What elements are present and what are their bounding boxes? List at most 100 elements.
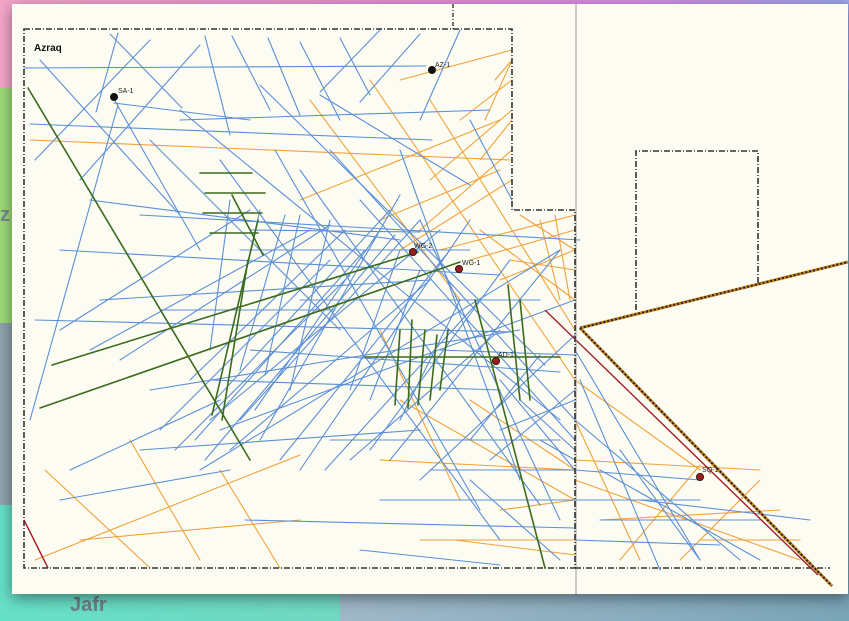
- seismic-line-blue: [499, 399, 576, 431]
- seismic-line-blue: [279, 249, 451, 461]
- seismic-line-orange: [369, 79, 576, 381]
- seismic-line-blue: [619, 449, 701, 561]
- seismic-line-blue: [29, 123, 433, 141]
- well-marker-icon[interactable]: [408, 247, 417, 256]
- seismic-line-blue: [249, 229, 421, 233]
- seismic-line-blue: [214, 209, 391, 401]
- block-label-azraq: Azraq: [34, 43, 62, 54]
- seismic-line-blue: [574, 539, 721, 546]
- seismic-line-blue: [369, 259, 511, 451]
- seismic-line-blue: [254, 229, 381, 411]
- seismic-line-orange: [129, 439, 201, 561]
- seismic-line-blue: [59, 469, 231, 501]
- well-wg-1[interactable]: WG-1: [454, 260, 480, 273]
- well-marker-icon[interactable]: [110, 93, 119, 102]
- seismic-line-orange: [219, 469, 281, 569]
- seismic-line-blue: [209, 379, 501, 391]
- seismic-line-blue: [574, 469, 701, 481]
- seismic-line-orange: [479, 119, 513, 161]
- seismic-line-blue: [599, 469, 761, 561]
- inner-right-block-boundary: [635, 150, 759, 310]
- red-boundary-lines: [23, 309, 819, 576]
- seismic-line-orange: [469, 229, 576, 261]
- seismic-line-blue: [389, 249, 561, 461]
- well-markers[interactable]: AZ-1 SA-1 WG-2 WG-1 AD-1 SQ-1: [110, 62, 718, 481]
- seismic-line-blue: [34, 39, 151, 161]
- seismic-line-orange: [399, 179, 513, 251]
- seismic-line-blue: [259, 194, 401, 441]
- seismic-line-blue: [119, 224, 331, 361]
- seismic-line-orange: [574, 419, 641, 561]
- well-sq-1[interactable]: SQ-1: [696, 467, 718, 481]
- seismic-line-blue: [264, 214, 301, 376]
- well-wg-2[interactable]: WG-2: [408, 243, 432, 256]
- seismic-line-orange: [379, 459, 576, 471]
- seismic-line-blue: [319, 29, 381, 93]
- seismic-line-orange: [469, 399, 576, 471]
- background-block-label-jafr: Jafr: [70, 594, 107, 616]
- seismic-line-blue: [95, 32, 119, 113]
- seismic-line-blue: [229, 279, 431, 451]
- seismic-line-blue: [69, 399, 221, 471]
- dotted-boundary-lines: [578, 260, 848, 588]
- seismic-line-blue: [399, 149, 521, 481]
- seismic-line-orange: [509, 259, 576, 271]
- seismic-line-blue: [574, 349, 701, 561]
- seismic-line-blue: [639, 499, 811, 521]
- seismic-line-blue: [299, 219, 471, 471]
- seismic-line-blue: [139, 214, 581, 241]
- well-marker-icon[interactable]: [696, 472, 705, 481]
- seismic-line-blue: [574, 419, 741, 561]
- seismic-line-blue: [439, 349, 576, 356]
- fault-line-green: [39, 261, 461, 409]
- fault-line-green: [407, 319, 413, 409]
- seismic-line-orange: [309, 99, 461, 301]
- seismic-line-orange: [479, 229, 576, 301]
- seismic-line-blue: [299, 41, 341, 121]
- fault-line-green: [51, 251, 419, 366]
- azraq-block-boundary: [23, 28, 576, 569]
- seismic-line-blue: [289, 219, 331, 391]
- fault-line-green: [507, 284, 521, 401]
- well-ad-1[interactable]: AD-1: [491, 352, 514, 365]
- well-marker-icon[interactable]: [454, 264, 463, 273]
- map-canvas[interactable]: Azraq AZ-1 SA-1 WG-2 WG-1 AD-1 SQ-1: [12, 4, 848, 594]
- well-marker-icon[interactable]: [491, 356, 500, 365]
- seismic-line-blue: [324, 299, 481, 471]
- seismic-line-blue: [469, 119, 513, 201]
- well-label: WG-2: [414, 243, 432, 250]
- well-label: SA-1: [118, 88, 134, 95]
- seismic-line-blue: [39, 59, 181, 216]
- seismic-line-blue: [244, 519, 576, 529]
- seismic-line-blue: [34, 319, 511, 333]
- seismic-line-orange: [574, 459, 761, 471]
- seismic-line-orange: [619, 464, 701, 561]
- well-label: AZ-1: [435, 62, 450, 69]
- seismic-line-orange: [459, 79, 513, 121]
- map-panel[interactable]: Azraq AZ-1 SA-1 WG-2 WG-1 AD-1 SQ-1: [12, 4, 848, 594]
- seismic-line-orange: [429, 99, 576, 331]
- seismic-line-blue: [79, 44, 201, 181]
- seismic-line-orange: [439, 214, 576, 251]
- well-az-1[interactable]: AZ-1: [427, 62, 450, 75]
- seismic-line-blue: [139, 429, 421, 451]
- fault-line-green: [429, 334, 438, 401]
- seismic-line-orange: [494, 59, 513, 81]
- well-sa-1[interactable]: SA-1: [110, 88, 134, 102]
- seismic-line-orange: [429, 109, 513, 181]
- seismic-line-blue: [179, 109, 491, 121]
- seismic-line-orange: [519, 214, 576, 251]
- seismic-line-blue: [339, 37, 371, 96]
- seismic-line-blue: [23, 65, 427, 69]
- seismic-line-blue: [239, 219, 421, 421]
- seismic-line-blue: [239, 214, 286, 371]
- seismic-lines-orange: [29, 49, 801, 569]
- seismic-lines-blue: [23, 29, 811, 571]
- seismic-line-orange: [599, 509, 781, 521]
- seismic-line-blue: [359, 33, 421, 103]
- seismic-line-orange: [539, 219, 561, 301]
- well-marker-icon[interactable]: [427, 66, 436, 75]
- seismic-line-blue: [469, 354, 541, 441]
- seismic-line-blue: [189, 229, 346, 381]
- fault-line-green: [439, 329, 449, 391]
